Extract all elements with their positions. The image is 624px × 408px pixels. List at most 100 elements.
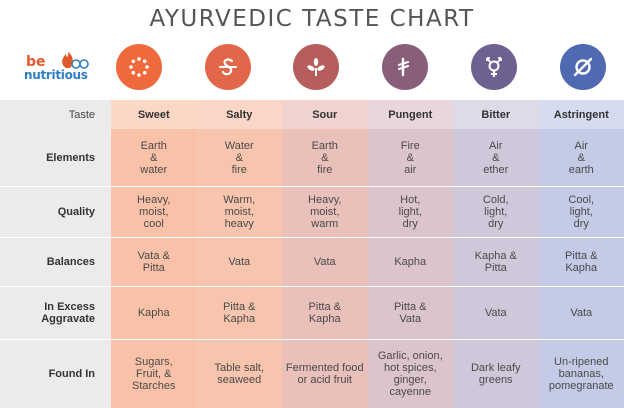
cell-line: bananas, (559, 368, 604, 380)
table-header-row: Taste Sweet Salty Sour Pungent Bitter As… (0, 100, 624, 129)
cell-line: & (150, 152, 157, 164)
cell-line: Heavy, (137, 194, 170, 206)
cell-line: pomegranate (549, 380, 614, 392)
cell-line: cool (144, 218, 164, 230)
cell-line: Pitta (143, 262, 165, 274)
table-cell: Fire&air (368, 129, 454, 187)
cell-line: moist, (225, 206, 254, 218)
flame-swirl-icon (52, 48, 92, 70)
table-cell: Air&ether (453, 129, 539, 187)
table-cell: Table salt,seaweed (197, 340, 283, 408)
row-label-line: In Excess (44, 301, 95, 313)
row-label-taste: Taste (0, 100, 111, 129)
cell-line: or acid fruit (298, 374, 352, 386)
table-cell: Warm,moist,heavy (197, 187, 283, 238)
cell-line: ether (483, 164, 508, 176)
cell-line: Sugars, (135, 356, 173, 368)
col-header-astringent: Astringent (539, 100, 624, 129)
table-cell: Pitta &Vata (368, 287, 454, 340)
cell-line: Vata (570, 307, 592, 319)
cell-line: Hot, (400, 194, 420, 206)
cell-line: Vata (314, 256, 336, 268)
cell-line: Kapha (394, 256, 426, 268)
cell-line: earth (569, 164, 594, 176)
cell-line: dry (488, 218, 503, 230)
cell-line: Dark leafy (471, 362, 521, 374)
cell-line: Fire (401, 140, 420, 152)
cell-line: dry (574, 218, 589, 230)
cell-line: Kapha (309, 313, 341, 325)
cell-line: Pitta & (565, 250, 597, 262)
cell-line: Kapha (565, 262, 597, 274)
bitter-gender-icon (471, 44, 517, 90)
cell-line: ginger, (394, 374, 427, 386)
cell-line: fire (317, 164, 332, 176)
cell-line: Starches (132, 380, 175, 392)
table-row-elements: Elements Earth&water Water&fire Earth&fi… (0, 129, 624, 187)
table-cell: Cool,light,dry (539, 187, 624, 238)
cell-line: Air (489, 140, 502, 152)
cell-line: seaweed (217, 374, 261, 386)
table-cell: Kapha (368, 238, 454, 287)
cell-line: light, (399, 206, 422, 218)
col-header-pungent: Pungent (368, 100, 454, 129)
taste-chart-table: Taste Sweet Salty Sour Pungent Bitter As… (0, 100, 624, 408)
table-cell: Hot,light,dry (368, 187, 454, 238)
page-title: AYURVEDIC TASTE CHART (0, 6, 624, 32)
table-cell: Garlic, onion,hot spices,ginger,cayenne (368, 340, 454, 408)
cell-line: moist, (310, 206, 339, 218)
cell-line: heavy (225, 218, 254, 230)
table-cell: Vata (282, 238, 368, 287)
sour-leaf-icon (293, 44, 339, 90)
cell-line: Vata & (138, 250, 170, 262)
table-cell: Kapha &Pitta (453, 238, 539, 287)
cell-line: Cool, (568, 194, 594, 206)
cell-line: dry (403, 218, 418, 230)
cell-line: Un-ripened (554, 356, 608, 368)
table-cell: Vata (453, 287, 539, 340)
row-label-quality: Quality (0, 187, 111, 238)
sweet-dots-icon (116, 44, 162, 90)
cell-line: & (321, 152, 328, 164)
salty-wave-icon (205, 44, 251, 90)
cell-line: water (140, 164, 167, 176)
brand-logo: be nutritious (22, 48, 92, 90)
cell-line: fire (232, 164, 247, 176)
cell-line: Heavy, (308, 194, 341, 206)
cell-line: Kapha (138, 307, 170, 319)
cell-line: Earth (141, 140, 167, 152)
table-cell: Earth&fire (282, 129, 368, 187)
table-cell: Vata (197, 238, 283, 287)
table-cell: Sugars,Fruit, &Starches (111, 340, 197, 408)
row-label-elements: Elements (0, 129, 111, 187)
table-cell: Pitta &Kapha (539, 238, 624, 287)
col-header-sweet: Sweet (111, 100, 197, 129)
cell-line: hot spices, (384, 362, 437, 374)
table-cell: Water&fire (197, 129, 283, 187)
cell-line: greens (479, 374, 513, 386)
row-label-line: Aggravate (41, 313, 95, 325)
cell-line: Warm, (223, 194, 255, 206)
cell-line: Pitta & (223, 301, 255, 313)
table-cell: Vata (539, 287, 624, 340)
table-cell: Heavy,moist,warm (282, 187, 368, 238)
table-cell: Pitta &Kapha (197, 287, 283, 340)
col-header-salty: Salty (197, 100, 283, 129)
table-cell: Vata &Pitta (111, 238, 197, 287)
cell-line: air (404, 164, 416, 176)
cell-line: cayenne (389, 386, 431, 398)
table-cell: Air&earth (539, 129, 624, 187)
cell-line: Pitta (485, 262, 507, 274)
cell-line: Kapha (223, 313, 255, 325)
table-row-quality: Quality Heavy,moist,cool Warm,moist,heav… (0, 187, 624, 238)
cell-line: Vata (228, 256, 250, 268)
cell-line: Pitta & (309, 301, 341, 313)
col-header-bitter: Bitter (453, 100, 539, 129)
row-label-found-in: Found In (0, 340, 111, 408)
table-row-balances: Balances Vata &Pitta Vata Vata Kapha Kap… (0, 238, 624, 287)
cell-line: Fermented food (286, 362, 364, 374)
table-cell: Cold,light,dry (453, 187, 539, 238)
